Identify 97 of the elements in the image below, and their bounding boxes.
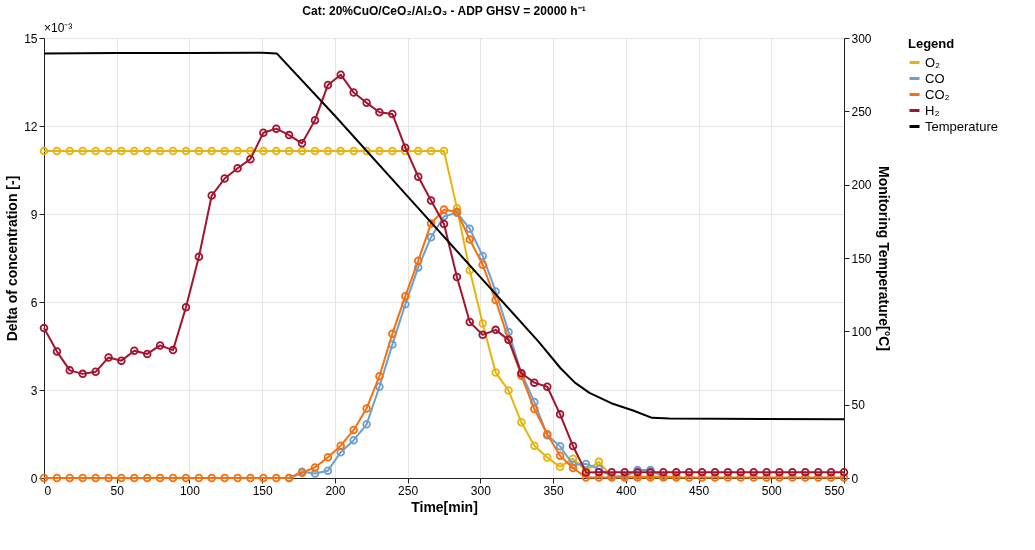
point — [581, 459, 591, 469]
y2-axis-title: Monitoring Temperature[°C] — [875, 165, 892, 352]
y2-tick-label: 50 — [851, 398, 866, 413]
point — [568, 454, 578, 463]
point — [155, 146, 165, 156]
legend-title: Legend — [908, 36, 955, 51]
point — [104, 146, 113, 156]
point — [323, 466, 333, 475]
legend-label: CO — [925, 70, 945, 86]
y-tick-label: 6 — [30, 295, 38, 310]
point — [388, 146, 397, 156]
point — [555, 442, 565, 451]
point — [143, 146, 152, 156]
point — [375, 382, 384, 392]
point — [284, 146, 294, 156]
point — [530, 397, 539, 407]
point — [439, 146, 449, 156]
point — [130, 146, 139, 156]
x-tick-label: 400 — [616, 483, 637, 498]
point — [452, 203, 462, 213]
point — [349, 146, 358, 156]
point — [594, 457, 604, 467]
point — [401, 300, 410, 309]
point — [465, 266, 474, 275]
chart-title: Cat: 20%CuO/CeO₂/Al₂O₃ - ADP GHSV = 20000 h⁻¹ — [302, 4, 586, 18]
x-tick-label: 0 — [44, 483, 52, 498]
y2-tick-label: 300 — [851, 31, 872, 46]
point — [310, 146, 320, 156]
y-tick-label: 3 — [30, 383, 38, 398]
point — [91, 146, 100, 156]
point — [491, 368, 500, 377]
y2-tick-label: 250 — [851, 104, 872, 119]
point — [375, 146, 384, 156]
point — [401, 146, 410, 156]
x-tick-label: 50 — [110, 483, 125, 498]
y2-tick-label: 200 — [851, 178, 872, 193]
legend-label: Temperature — [925, 118, 998, 134]
legend-label: H₂ — [925, 102, 940, 118]
point — [362, 146, 371, 156]
x-axis-title: Time[min] — [411, 498, 478, 515]
x-tick-label: 300 — [470, 483, 492, 498]
point — [297, 146, 307, 156]
point — [530, 441, 539, 450]
x-tick-label: 250 — [398, 483, 419, 498]
point — [181, 146, 191, 156]
point — [65, 146, 74, 156]
point — [465, 224, 474, 233]
text: ×10⁻³ — [44, 21, 73, 35]
point — [478, 251, 487, 261]
legend-label: O₂ — [925, 54, 941, 70]
point — [439, 212, 449, 221]
point — [233, 146, 242, 156]
point — [555, 462, 565, 472]
point — [543, 453, 552, 462]
y2-tick-label: 150 — [851, 251, 872, 266]
point — [388, 340, 397, 349]
legend-label: CO₂ — [925, 86, 950, 102]
x-tick-label: 450 — [689, 483, 710, 498]
point — [426, 146, 436, 156]
point — [259, 146, 268, 156]
point — [336, 146, 345, 156]
point — [504, 386, 513, 395]
point — [168, 146, 178, 156]
y2-tick-label: 0 — [851, 471, 859, 486]
point — [336, 447, 345, 457]
point — [362, 420, 371, 429]
x-tick-label: 100 — [179, 483, 201, 498]
y-tick-label: 12 — [24, 119, 38, 134]
point — [207, 146, 216, 156]
point — [426, 232, 436, 242]
point — [414, 146, 423, 156]
point — [349, 435, 358, 445]
y-tick-label: 9 — [30, 207, 38, 222]
y-tick-label: 15 — [24, 31, 38, 46]
point — [504, 327, 513, 337]
point — [78, 146, 87, 156]
y-tick-label: 0 — [30, 471, 38, 486]
x-tick-label: 200 — [325, 483, 346, 498]
x-tick-label: 500 — [761, 483, 783, 498]
point — [220, 146, 229, 156]
x-tick-label: 350 — [543, 483, 564, 498]
point — [491, 287, 500, 296]
point — [323, 146, 333, 156]
point — [246, 146, 255, 156]
point — [272, 146, 281, 156]
x-tick-label: 150 — [252, 483, 274, 498]
point — [517, 418, 526, 427]
point — [117, 146, 126, 156]
point — [194, 146, 204, 156]
y-axis-title: Delta of concentration [-] — [4, 175, 21, 342]
point — [478, 319, 487, 328]
y2-tick-label: 100 — [851, 324, 872, 339]
line-series — [43, 51, 845, 421]
point — [310, 469, 320, 478]
x-tick-label: 550 — [824, 483, 845, 498]
point — [414, 263, 423, 272]
point — [52, 146, 62, 156]
